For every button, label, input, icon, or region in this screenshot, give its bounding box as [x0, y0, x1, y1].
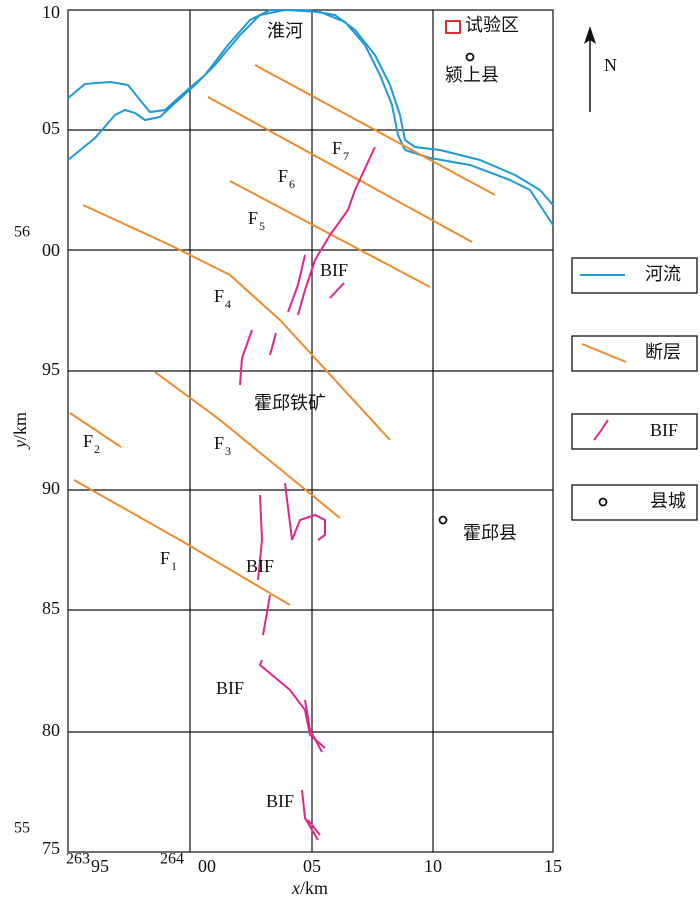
fault-line — [207, 96, 473, 243]
bif-line — [297, 146, 376, 316]
test-area-label: 试验区 — [465, 15, 519, 35]
bif-label: BIF — [320, 260, 348, 280]
fault-sub: 3 — [225, 444, 231, 458]
x-tick-label: 15 — [544, 856, 562, 876]
legend-label: 县城 — [650, 491, 686, 511]
mine-label: 霍邱铁矿 — [254, 393, 326, 413]
fault-letter: F — [160, 548, 170, 568]
y-tick-label: 00 — [42, 240, 60, 260]
legend-icon — [598, 497, 608, 507]
bif-line — [307, 819, 321, 836]
legend-box — [571, 335, 698, 372]
river-bank — [67, 8, 554, 226]
fault-labels: F 1F 2 F 3F 4F 5F 6F 7 — [83, 138, 349, 573]
fault-line — [82, 204, 391, 441]
legend-label: 断层 — [645, 342, 681, 362]
bif-line — [257, 494, 264, 581]
fault-line — [69, 412, 122, 448]
north-label: N — [604, 55, 617, 75]
fault-sub: 7 — [343, 149, 349, 163]
axis-unit: /km — [10, 412, 30, 440]
bif-line — [284, 482, 326, 541]
fault-letter: F — [248, 208, 258, 228]
legend-box — [571, 257, 698, 294]
axis-var: x — [291, 878, 300, 898]
test-area-icon — [445, 20, 461, 34]
bif-line — [287, 254, 306, 313]
town-icon — [438, 515, 448, 525]
legend-icon — [593, 419, 609, 441]
y-prefix: 56 — [14, 224, 30, 241]
bif-label: BIF — [246, 556, 274, 576]
y-tick-label: 75 — [42, 838, 60, 858]
fault-sub: 1 — [171, 559, 177, 573]
legend: 河流 断层 BIF 县城 — [571, 257, 698, 521]
fault-line — [254, 64, 496, 196]
fault-sub: 2 — [94, 442, 100, 456]
grid — [67, 9, 554, 853]
y-tick-label: 10 — [42, 2, 60, 22]
x-tick-label: 05 — [303, 856, 321, 876]
faults — [69, 64, 496, 606]
river — [67, 8, 554, 226]
fault-letter: F — [278, 166, 288, 186]
legend-box — [571, 484, 698, 521]
river-label: 淮河 — [267, 21, 303, 41]
fault-line — [73, 479, 291, 606]
x-axis: 95 00 05 10 15 — [91, 856, 562, 876]
bif-label: BIF — [216, 678, 244, 698]
fault-letter: F — [83, 431, 93, 451]
fault-sub: 4 — [225, 297, 231, 311]
y-tick-label: 85 — [42, 598, 60, 618]
bif-line — [269, 332, 277, 356]
legend-box — [571, 413, 698, 450]
river-bank — [67, 9, 554, 206]
y-prefix: 55 — [14, 820, 30, 837]
bif-label: BIF — [266, 791, 294, 811]
y-tick-label: 95 — [42, 359, 60, 379]
x-prefix: 263 — [66, 851, 90, 868]
fault-sub: 6 — [289, 177, 295, 191]
axis-var: y — [10, 440, 30, 450]
x-tick-label: 00 — [198, 856, 216, 876]
fault-sub: 5 — [259, 219, 265, 233]
bif-line — [304, 699, 323, 753]
x-tick-label: 10 — [424, 856, 442, 876]
north-arrow-head — [584, 26, 596, 44]
x-axis-title: x/km — [291, 878, 328, 898]
y-tick-label: 05 — [42, 118, 60, 138]
axis-unit: /km — [300, 878, 328, 898]
frame — [67, 9, 554, 853]
legend-label: 河流 — [645, 264, 681, 284]
town-icon — [465, 52, 475, 62]
y-axis-title: y/km — [10, 412, 30, 450]
bif-line — [262, 594, 271, 636]
fault-letter: F — [214, 433, 224, 453]
y-axis: 10 05 00 95 90 85 80 75 — [42, 2, 60, 858]
legend-icon — [581, 343, 627, 363]
bif-line — [258, 659, 326, 749]
town-label: 颍上县 — [445, 65, 499, 85]
x-tick-label: 95 — [91, 856, 109, 876]
town-label: 霍邱县 — [463, 523, 517, 543]
fault-letter: F — [332, 138, 342, 158]
bif-line — [329, 282, 345, 299]
bif-line — [301, 789, 319, 841]
bif-bodies — [239, 146, 376, 841]
y-tick-label: 80 — [42, 720, 60, 740]
y-tick-label: 90 — [42, 478, 60, 498]
fault-letter: F — [214, 286, 224, 306]
bif-line — [239, 329, 253, 386]
x-prefix: 264 — [160, 851, 184, 868]
legend-label: BIF — [650, 420, 678, 440]
fault-line — [154, 371, 341, 519]
